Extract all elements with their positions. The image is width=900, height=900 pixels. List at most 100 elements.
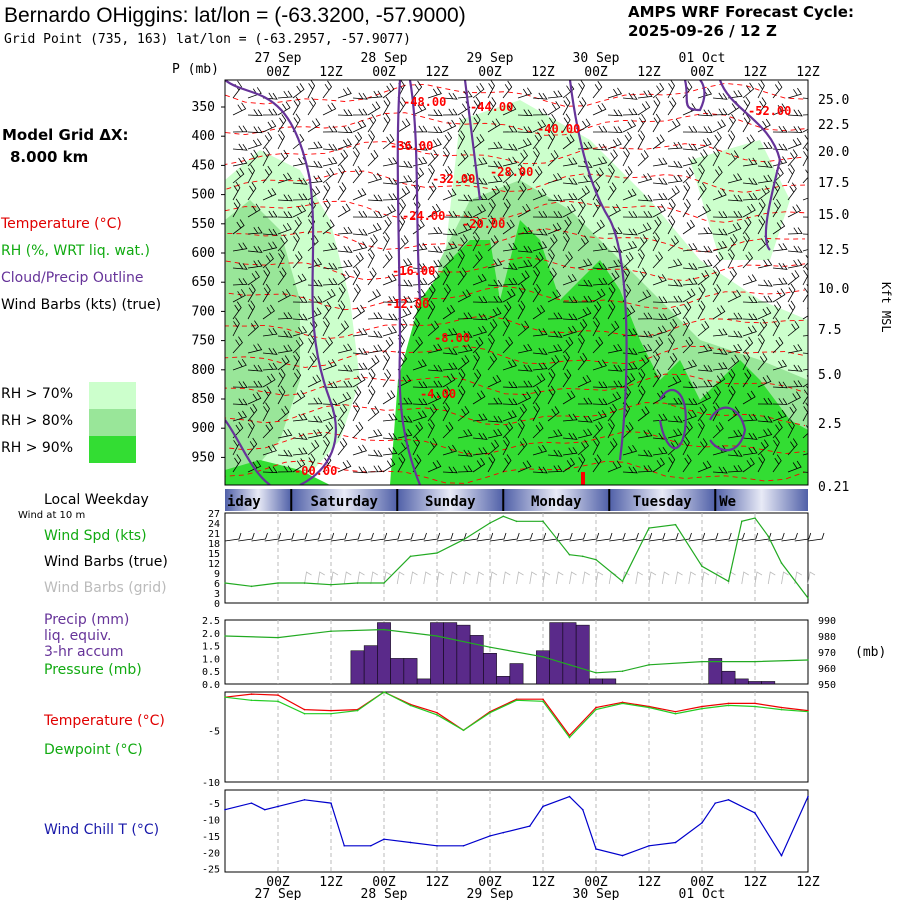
wind-barb <box>502 398 518 406</box>
wind-barb <box>382 325 398 337</box>
wind-speed-line-point <box>250 585 253 588</box>
wind-barb <box>457 405 470 422</box>
wind-barb <box>697 137 712 150</box>
wind-chill-line-point <box>250 802 253 804</box>
wind-barb <box>787 270 800 286</box>
top-time-tick-label: 12Z <box>319 65 343 80</box>
wind-barb <box>262 108 278 116</box>
wind-barb <box>247 403 258 422</box>
wind-barb <box>502 381 518 389</box>
wind-barb-true <box>516 532 533 542</box>
wind-speed-line-point <box>727 580 730 583</box>
wind-speed-line-point <box>436 552 438 554</box>
wind-barb <box>277 90 293 99</box>
weekday-label: Tuesday <box>633 494 693 510</box>
wind-barb <box>607 283 616 303</box>
wind-barb <box>352 386 362 405</box>
wind-barb <box>637 312 653 320</box>
wind-barb <box>562 296 578 303</box>
wind-barb <box>577 453 586 473</box>
wind-barb <box>667 141 683 150</box>
wind-speed-line-point <box>780 562 783 564</box>
wind-barb <box>382 313 398 321</box>
wind-barb <box>517 391 532 405</box>
wind-barb <box>682 198 691 218</box>
wind-barb <box>532 241 548 252</box>
bottom-time-tick-label: 00Z <box>266 875 290 890</box>
wind-barb <box>802 147 808 167</box>
top-time-tick-label: 00Z <box>266 65 290 80</box>
pressure-tick-label: 700 <box>192 304 215 319</box>
wind-barb-grid <box>383 571 392 585</box>
dewpoint-line-point <box>621 702 624 705</box>
wind-barb <box>592 454 602 473</box>
wind-barb <box>232 410 248 422</box>
wind-barb <box>442 386 452 405</box>
dewpoint-label: Dewpoint (°C) <box>44 742 143 758</box>
temperature-line-point <box>780 706 783 709</box>
wind-barb <box>712 372 726 388</box>
wind-barb <box>562 325 578 337</box>
wind-barb <box>262 402 270 422</box>
wind-barb <box>472 273 487 286</box>
temperature-contour <box>225 373 806 396</box>
wind-barb <box>427 403 438 422</box>
wind-barb <box>367 330 383 338</box>
wind-barb <box>757 318 768 337</box>
wind-barb <box>742 432 758 440</box>
precip-bar <box>456 624 471 685</box>
wind-barb <box>637 210 653 218</box>
wind-barb <box>262 241 278 252</box>
wind-barb <box>532 108 548 116</box>
wind-barb <box>472 336 484 354</box>
rh-80-swatch <box>89 409 136 436</box>
wind-barb <box>712 362 728 371</box>
wind-speed-line-point <box>581 555 584 558</box>
wind-barb <box>457 130 466 150</box>
wind-barb <box>577 415 593 423</box>
temperature-contour-label: -44.00 <box>470 100 513 114</box>
wind-barb <box>787 204 801 218</box>
wind-barb <box>757 375 772 388</box>
precip-tick-label: 1.5 <box>202 642 220 653</box>
wind-barb <box>262 327 278 337</box>
wind-barb <box>592 410 607 422</box>
wind-barb <box>487 295 503 303</box>
pressure-tick-label: 900 <box>192 421 215 436</box>
wind-barb <box>637 343 653 354</box>
wind-barb <box>577 374 592 388</box>
wind-barb <box>367 405 380 422</box>
rh90-region <box>390 220 808 485</box>
wind-barb <box>727 429 743 439</box>
wind-barb <box>487 97 497 116</box>
wind-barb <box>307 118 321 133</box>
wind-chill-line-point <box>595 848 597 850</box>
pressure-line-point <box>568 664 571 666</box>
wind-barb <box>577 318 588 337</box>
wind-barb <box>337 182 347 201</box>
wind-barb <box>802 402 808 422</box>
wind-barb <box>307 97 317 116</box>
wind-barb <box>622 147 630 167</box>
wind-barb <box>727 194 743 202</box>
wind-barb <box>427 182 437 201</box>
wind-barb <box>787 164 795 184</box>
wind-barb <box>607 109 623 117</box>
wind-barb-true <box>463 532 480 542</box>
wind-barb <box>622 362 638 371</box>
altitude-tick-label: 10.0 <box>818 282 849 297</box>
wind-barb <box>427 380 443 388</box>
wind-barb <box>517 283 526 303</box>
wind-barb <box>397 175 413 184</box>
wind-barb <box>652 369 662 388</box>
wind-barb <box>547 101 561 116</box>
wind-10m-label: Wind at 10 m <box>18 510 86 521</box>
wind-barb <box>562 232 570 252</box>
wind-barb <box>322 262 338 270</box>
wind-barb <box>547 330 563 338</box>
wind-chill-line-point <box>714 802 717 804</box>
wind-barb <box>502 336 514 354</box>
wind-barb <box>247 182 257 201</box>
wind-barb <box>307 397 323 405</box>
wind-barb <box>652 113 661 133</box>
